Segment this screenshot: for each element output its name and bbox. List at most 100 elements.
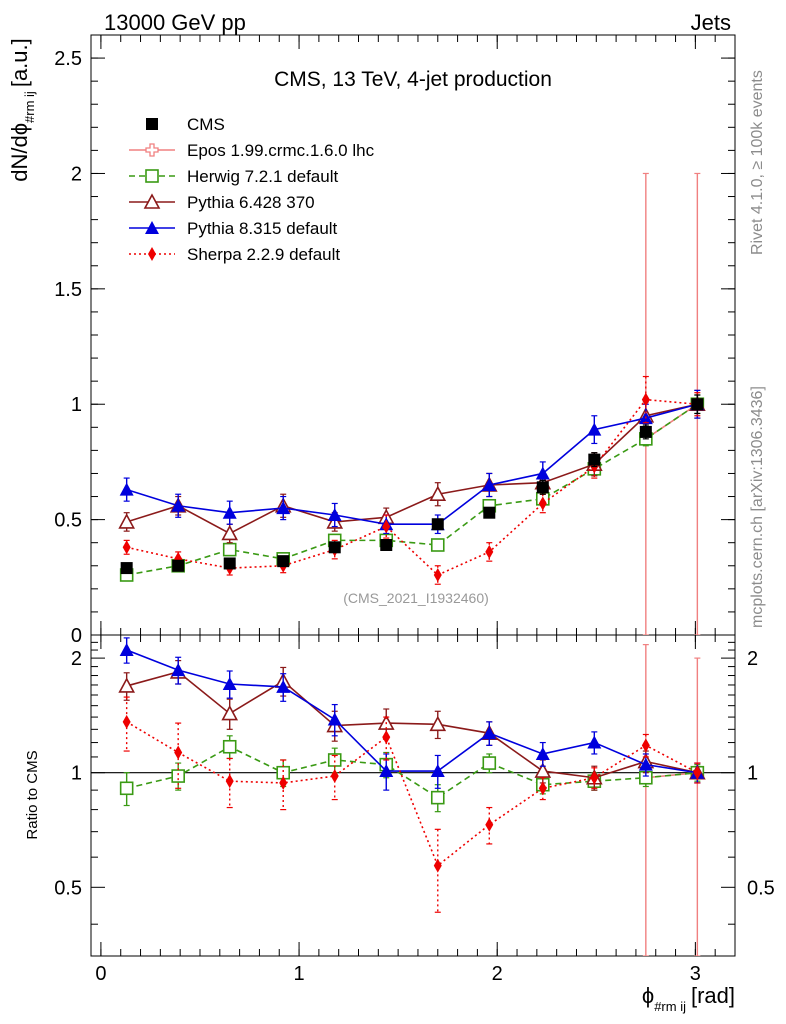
- x-label-main: ϕ: [642, 983, 654, 1008]
- data-point: [430, 538, 445, 552]
- y-tick-label: 1: [71, 394, 82, 416]
- x-tick-label: 0: [95, 963, 106, 985]
- data-point: [171, 663, 186, 677]
- data-point: [638, 757, 653, 771]
- data-point: [380, 539, 393, 551]
- ratio-y-axis: 0.5 0.5 1 1 2 2: [54, 641, 775, 925]
- ratio-panel-frame: [90, 634, 736, 957]
- data-point: [587, 735, 602, 749]
- data-point: [536, 481, 549, 494]
- data-point: [119, 643, 134, 657]
- data-point: [222, 505, 237, 519]
- data-point: [433, 568, 442, 582]
- data-point: [276, 501, 291, 515]
- data-point: [483, 506, 496, 519]
- data-point: [221, 704, 239, 721]
- header-left: 13000 GeV pp: [104, 10, 246, 35]
- data-point: [482, 756, 497, 770]
- data-point: [691, 398, 704, 411]
- data-point: [174, 745, 183, 760]
- legend-entry: Pythia 8.315 default: [129, 219, 338, 238]
- data-point: [430, 764, 445, 778]
- data-point: [225, 774, 234, 789]
- ratio-tick-label-right: 1: [747, 763, 758, 785]
- data-point: [119, 781, 134, 796]
- data-point: [143, 193, 161, 209]
- data-point: [223, 557, 236, 570]
- legend: CMS Epos 1.99.crmc.1.6.0 lhc Herwig 7.2.1 …: [129, 115, 375, 264]
- x-axis-label: ϕ#rm ij [rad]: [642, 983, 735, 1014]
- data-point: [222, 677, 237, 691]
- x-tick-label: 1: [293, 963, 304, 985]
- legend-entry: CMS: [146, 115, 225, 134]
- series-line: [126, 403, 698, 535]
- y-label-unit: [a.u.]: [7, 38, 32, 87]
- data-point: [535, 746, 550, 760]
- legend-label: Pythia 6.428 370: [187, 193, 315, 212]
- data-point: [148, 247, 156, 261]
- data-point: [379, 764, 394, 778]
- data-point: [171, 769, 185, 783]
- ratio-series-layer: [118, 637, 706, 956]
- y-tick-label: 0.5: [54, 510, 82, 532]
- y-axis-label: dN/dϕ#rm ij [a.u.]: [7, 38, 37, 182]
- data-point: [118, 513, 136, 529]
- data-point: [222, 542, 237, 557]
- ratio-y-label: Ratio to CMS: [24, 750, 41, 839]
- legend-entry: Epos 1.99.crmc.1.6.0 lhc: [129, 141, 375, 160]
- data-point: [538, 496, 547, 511]
- data-point: [429, 715, 447, 732]
- data-point: [120, 562, 133, 575]
- data-point: [485, 544, 494, 559]
- data-point: [276, 679, 291, 693]
- data-point: [122, 714, 131, 729]
- legend-label: Pythia 8.315 default: [187, 219, 338, 238]
- data-point: [639, 425, 652, 438]
- data-point: [119, 482, 134, 496]
- data-point: [587, 422, 602, 436]
- legend-label: CMS: [187, 115, 225, 134]
- data-point: [485, 817, 494, 832]
- side-text-mcplots: mcplots.cern.ch [arXiv:1306.3436]: [749, 386, 766, 628]
- series-main: [122, 375, 702, 585]
- data-point: [277, 555, 290, 568]
- x-tick-label: 3: [690, 963, 701, 985]
- series-main: [119, 394, 705, 582]
- data-point: [382, 519, 391, 534]
- ratio-tick-label: 1: [71, 763, 82, 785]
- data-point: [430, 790, 445, 805]
- x-axis: 0 1 2 3: [95, 35, 716, 985]
- y-label-sub: #rm ij: [22, 91, 37, 123]
- series-ratio: [119, 637, 705, 791]
- data-point: [588, 453, 601, 466]
- x-label-unit: [rad]: [691, 983, 735, 1008]
- y-tick-label: 1.5: [54, 279, 82, 301]
- series-main: [119, 389, 705, 535]
- svg-text:dN/dϕ#rm ij[a.u.]: dN/dϕ#rm ij [a.u.]: [7, 38, 37, 182]
- series-main: [118, 389, 706, 544]
- data-point: [382, 730, 391, 745]
- ratio-tick-label-right: 2: [747, 648, 758, 670]
- main-y-axis: 0 0.5 1 1.5 2 2.5: [54, 34, 735, 647]
- legend-entry: Herwig 7.2.1 default: [129, 167, 338, 186]
- main-series-layer: [118, 172, 706, 635]
- y-tick-label: 2: [71, 163, 82, 185]
- data-point: [534, 762, 552, 778]
- data-point: [535, 466, 550, 480]
- series-line: [126, 649, 698, 774]
- ratio-tick-label-right: 0.5: [747, 877, 775, 899]
- data-point: [330, 769, 339, 784]
- data-point: [641, 738, 650, 753]
- data-point: [172, 559, 185, 572]
- series-line: [126, 398, 698, 576]
- data-point: [327, 712, 342, 726]
- x-label-sub: #rm ij: [654, 999, 686, 1014]
- legend-entry: Pythia 6.428 370: [129, 193, 315, 212]
- legend-label: Epos 1.99.crmc.1.6.0 lhc: [187, 141, 375, 160]
- series-line: [126, 721, 698, 867]
- legend-entry: Sherpa 2.2.9 default: [129, 245, 340, 264]
- y-tick-label: 2.5: [54, 48, 82, 70]
- data-point: [146, 118, 158, 130]
- data-point: [590, 770, 599, 785]
- data-point: [222, 739, 237, 754]
